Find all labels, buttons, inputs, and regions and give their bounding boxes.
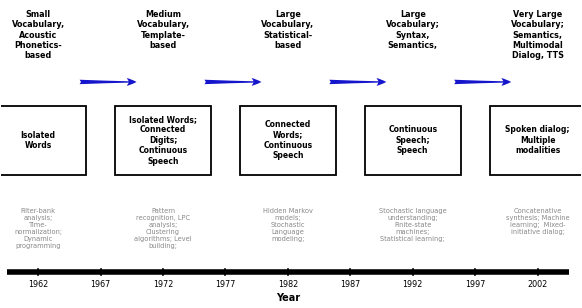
FancyBboxPatch shape — [240, 106, 336, 175]
FancyBboxPatch shape — [490, 106, 582, 175]
Text: Stochastic language
understanding;
Finite-state
machines;
Statistical learning;: Stochastic language understanding; Finit… — [379, 208, 446, 242]
Text: Isolated
Words: Isolated Words — [20, 131, 56, 150]
Text: Spoken dialog;
Multiple
modalities: Spoken dialog; Multiple modalities — [505, 125, 570, 155]
Text: 1997: 1997 — [465, 280, 485, 289]
Text: 1967: 1967 — [90, 280, 111, 289]
Text: Medium
Vocabulary,
Template-
based: Medium Vocabulary, Template- based — [136, 10, 190, 50]
Text: Hidden Markov
models;
Stochastic
Language
modeling;: Hidden Markov models; Stochastic Languag… — [263, 208, 313, 242]
Text: Large
Vocabulary;
Syntax,
Semantics,: Large Vocabulary; Syntax, Semantics, — [386, 10, 439, 50]
Text: Very Large
Vocabulary;
Semantics,
Multimodal
Dialog, TTS: Very Large Vocabulary; Semantics, Multim… — [510, 10, 565, 60]
Text: Continuous
Speech;
Speech: Continuous Speech; Speech — [388, 125, 437, 155]
Text: Pattern
recognition, LPC
analysis;
Clustering
algorithms; Level
building;: Pattern recognition, LPC analysis; Clust… — [134, 208, 192, 249]
Text: Filter-bank
analysis;
Time-
normalization;
Dynamic
programming: Filter-bank analysis; Time- normalizatio… — [14, 208, 62, 249]
Text: 1987: 1987 — [340, 280, 360, 289]
Text: 2002: 2002 — [527, 280, 548, 289]
Text: Connected
Words;
Continuous
Speech: Connected Words; Continuous Speech — [263, 120, 313, 160]
FancyBboxPatch shape — [0, 106, 86, 175]
Text: 1972: 1972 — [153, 280, 173, 289]
Text: Concatenative
synthesis; Machine
learning;  Mixed-
initiative dialog;: Concatenative synthesis; Machine learnin… — [506, 208, 569, 235]
Text: 1977: 1977 — [215, 280, 236, 289]
FancyBboxPatch shape — [115, 106, 211, 175]
Text: 1992: 1992 — [403, 280, 423, 289]
Text: Year: Year — [276, 293, 300, 303]
Text: 1962: 1962 — [28, 280, 48, 289]
Text: Large
Vocabulary,
Statistical-
based: Large Vocabulary, Statistical- based — [261, 10, 314, 50]
FancyBboxPatch shape — [365, 106, 460, 175]
Text: Isolated Words;
Connected
Digits;
Continuous
Speech: Isolated Words; Connected Digits; Contin… — [129, 115, 197, 165]
Text: Small
Vocabulary,
Acoustic
Phonetics-
based: Small Vocabulary, Acoustic Phonetics- ba… — [12, 10, 65, 60]
Text: 1982: 1982 — [278, 280, 298, 289]
